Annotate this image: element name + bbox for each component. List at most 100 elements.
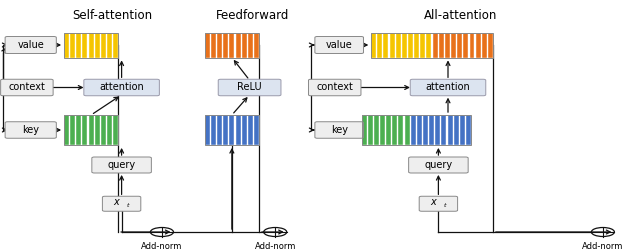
- Bar: [95, 115, 100, 145]
- Text: value: value: [326, 40, 353, 50]
- Bar: [435, 115, 440, 145]
- FancyBboxPatch shape: [409, 157, 468, 173]
- Text: context: context: [316, 82, 353, 92]
- FancyBboxPatch shape: [5, 36, 56, 54]
- Bar: [429, 115, 434, 145]
- Bar: [205, 32, 259, 58]
- Bar: [101, 32, 106, 58]
- Text: $_t$: $_t$: [126, 201, 131, 210]
- Bar: [476, 32, 481, 58]
- Bar: [380, 115, 385, 145]
- Bar: [83, 32, 88, 58]
- Bar: [70, 32, 75, 58]
- Bar: [229, 32, 234, 58]
- Bar: [408, 32, 413, 58]
- Text: All-attention: All-attention: [424, 9, 497, 22]
- Text: value: value: [17, 40, 44, 50]
- Text: attention: attention: [99, 82, 144, 92]
- Bar: [439, 32, 444, 58]
- FancyBboxPatch shape: [102, 196, 141, 211]
- Bar: [248, 115, 253, 145]
- Bar: [482, 32, 487, 58]
- FancyBboxPatch shape: [308, 79, 361, 96]
- FancyBboxPatch shape: [1, 79, 53, 96]
- Bar: [70, 115, 75, 145]
- Text: key: key: [331, 125, 348, 135]
- Text: Add-norm: Add-norm: [141, 242, 182, 250]
- Bar: [371, 32, 376, 58]
- Bar: [488, 32, 493, 58]
- Bar: [404, 115, 410, 145]
- Bar: [88, 115, 93, 145]
- Text: attention: attention: [426, 82, 470, 92]
- Bar: [242, 115, 246, 145]
- Bar: [205, 115, 259, 145]
- Bar: [205, 32, 210, 58]
- Text: $x$: $x$: [430, 197, 438, 207]
- Bar: [390, 32, 395, 58]
- FancyBboxPatch shape: [315, 122, 364, 138]
- Bar: [466, 115, 471, 145]
- Bar: [254, 115, 259, 145]
- Bar: [101, 115, 106, 145]
- FancyBboxPatch shape: [5, 122, 56, 138]
- FancyBboxPatch shape: [315, 36, 364, 54]
- Bar: [229, 115, 234, 145]
- Bar: [107, 32, 112, 58]
- Bar: [423, 115, 428, 145]
- Bar: [374, 115, 379, 145]
- Bar: [378, 32, 382, 58]
- Bar: [217, 115, 222, 145]
- Bar: [113, 32, 118, 58]
- Bar: [236, 32, 241, 58]
- Bar: [463, 32, 468, 58]
- Bar: [454, 115, 459, 145]
- Bar: [371, 32, 493, 58]
- FancyBboxPatch shape: [218, 79, 281, 96]
- Bar: [236, 115, 241, 145]
- Bar: [426, 32, 431, 58]
- Bar: [392, 115, 397, 145]
- Bar: [113, 115, 118, 145]
- Bar: [76, 115, 81, 145]
- FancyBboxPatch shape: [84, 79, 159, 96]
- Bar: [211, 115, 216, 145]
- FancyBboxPatch shape: [419, 196, 458, 211]
- Bar: [414, 32, 419, 58]
- Bar: [248, 32, 253, 58]
- Bar: [451, 32, 456, 58]
- Bar: [242, 32, 246, 58]
- Text: Feedforward: Feedforward: [216, 9, 289, 22]
- Bar: [362, 115, 471, 145]
- Text: Self-attention: Self-attention: [72, 9, 152, 22]
- Bar: [223, 32, 228, 58]
- Bar: [447, 115, 452, 145]
- Bar: [402, 32, 407, 58]
- Bar: [64, 32, 69, 58]
- Bar: [83, 115, 88, 145]
- Bar: [95, 32, 100, 58]
- Bar: [223, 115, 228, 145]
- Bar: [64, 115, 69, 145]
- Bar: [362, 115, 367, 145]
- Bar: [445, 32, 450, 58]
- Text: key: key: [22, 125, 39, 135]
- Bar: [420, 32, 426, 58]
- Bar: [470, 32, 474, 58]
- FancyBboxPatch shape: [410, 79, 486, 96]
- Text: Add-norm: Add-norm: [582, 242, 623, 250]
- Text: query: query: [108, 160, 136, 170]
- Text: context: context: [8, 82, 45, 92]
- Text: $_t$: $_t$: [443, 201, 448, 210]
- Bar: [411, 115, 416, 145]
- FancyBboxPatch shape: [92, 157, 151, 173]
- Bar: [383, 32, 388, 58]
- Bar: [205, 115, 210, 145]
- Bar: [76, 32, 81, 58]
- Bar: [442, 115, 447, 145]
- Bar: [417, 115, 422, 145]
- Bar: [217, 32, 222, 58]
- Bar: [211, 32, 216, 58]
- Bar: [88, 32, 93, 58]
- Bar: [254, 32, 259, 58]
